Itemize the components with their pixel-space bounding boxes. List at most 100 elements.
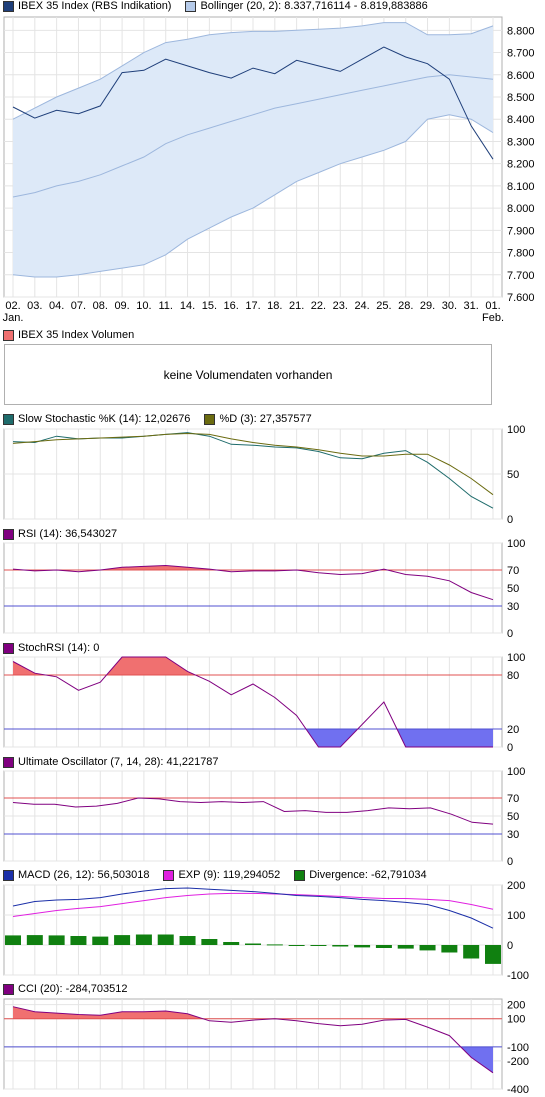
price-xtick-label: 18.: [267, 300, 282, 312]
macd-ytick-label: -100: [507, 970, 529, 982]
macd-ytick-label: 100: [507, 910, 525, 922]
stoch-ytick-label: 0: [507, 514, 513, 526]
uo-ytick-label: 100: [507, 766, 525, 778]
rsi-ytick-label: 100: [507, 538, 525, 550]
stochrsi-legend: StochRSI (14): 0: [3, 641, 113, 655]
cci-legend-swatch: [3, 983, 14, 995]
bollinger-band: [13, 22, 493, 277]
macd-legend-item: Divergence: -62,791034: [294, 869, 427, 881]
price-xtick-label: 22.: [311, 300, 326, 312]
divergence-bar: [179, 936, 196, 945]
price-xtick-label: 11.: [158, 300, 172, 312]
divergence-bar: [48, 935, 65, 945]
rsi-legend-item: RSI (14): 36,543027: [3, 528, 117, 540]
divergence-bar: [70, 936, 87, 945]
price-ytick-label: 8.700: [507, 48, 535, 60]
price-ytick-label: 7.900: [507, 225, 535, 237]
cci-ytick-label: 100: [507, 1014, 525, 1026]
exp-line: [12, 892, 494, 917]
stochrsi-legend-label: StochRSI (14): 0: [18, 642, 100, 654]
cci-ytick-label: 200: [507, 1000, 525, 1012]
rsi-ytick-label: 30: [507, 601, 519, 613]
cci-legend: CCI (20): -284,703512: [3, 982, 141, 996]
price-xtick-label: 24.: [354, 300, 369, 312]
price-ytick-label: 8.800: [507, 25, 535, 37]
bollinger-lower-line: [12, 114, 494, 278]
uo-legend-item: Ultimate Oscillator (7, 14, 28): 41,2217…: [3, 756, 219, 768]
divergence-bar: [419, 945, 436, 951]
price-legend-swatch: [185, 0, 197, 12]
divergence-bar: [332, 945, 349, 947]
divergence-bar: [135, 934, 152, 945]
rsi-legend: RSI (14): 36,543027: [3, 527, 131, 541]
price-xtick-label: 31.: [464, 300, 479, 312]
macd-legend-label: MACD (26, 12): 56,503018: [18, 869, 150, 881]
uo-series-line-0: [12, 797, 494, 825]
rsi-ytick-label: 70: [507, 565, 519, 577]
price-xtick-label: 07.: [71, 300, 86, 312]
price-xtick-label: 09.: [114, 300, 129, 312]
cci-legend-label: CCI (20): -284,703512: [18, 983, 128, 995]
price-legend-item: IBEX 35 Index (RBS Indikation): [3, 0, 171, 12]
divergence-bar: [288, 945, 305, 946]
stochrsi-ytick-label: 80: [507, 670, 519, 682]
cci-legend-item: CCI (20): -284,703512: [3, 983, 127, 995]
divergence-bar: [485, 945, 501, 964]
divergence-bar: [354, 945, 371, 948]
macd-legend-label: Divergence: -62,791034: [309, 869, 427, 881]
macd-ytick-label: 0: [507, 940, 513, 952]
volume-legend: IBEX 35 Index Volumen: [3, 328, 148, 342]
rsi-series-line-0: [12, 564, 494, 601]
price-xtick-label: 16.: [224, 300, 239, 312]
volume-legend-item: IBEX 35 Index Volumen: [3, 329, 134, 341]
divergence-bar: [114, 935, 131, 945]
price-ytick-label: 8.400: [507, 114, 535, 126]
price-xtick-sublabel: Feb.: [482, 312, 504, 324]
rsi-ytick-label: 50: [507, 583, 519, 595]
cci-ytick-label: -100: [507, 1042, 529, 1054]
macd-legend-label: EXP (9): 119,294052: [178, 869, 281, 881]
uo-ytick-label: 70: [507, 793, 519, 805]
stoch-legend-swatch: [204, 413, 216, 425]
stoch-legend-item: %D (3): 27,357577: [204, 413, 312, 425]
stochrsi-ytick-label: 100: [507, 652, 525, 664]
stochrsi-oversold-fill: [13, 729, 493, 747]
divergence-bar: [441, 945, 458, 953]
macd-line: [12, 887, 494, 929]
price-xtick-label: 29.: [420, 300, 435, 312]
macd-legend-swatch: [163, 869, 175, 881]
stoch-series-line-1: [12, 432, 494, 496]
price-xtick-label: 25.: [376, 300, 391, 312]
macd-legend-item: MACD (26, 12): 56,503018: [3, 869, 149, 881]
price-legend-label: IBEX 35 Index (RBS Indikation): [18, 0, 172, 12]
price-xtick-sublabel: Jan.: [3, 312, 24, 324]
price-ytick-label: 8.600: [507, 70, 535, 82]
volume-legend-label: IBEX 35 Index Volumen: [18, 329, 135, 341]
macd-legend-item: EXP (9): 119,294052: [163, 869, 280, 881]
price-ytick-label: 8.100: [507, 181, 535, 193]
uo-legend-swatch: [3, 756, 14, 768]
bollinger-middle-line: [12, 74, 494, 198]
divergence-bar: [92, 936, 109, 945]
stochrsi-legend-swatch: [3, 642, 14, 654]
price-ytick-label: 7.600: [507, 292, 535, 304]
price-xtick-label: 03.: [27, 300, 42, 312]
cci-series-line-0: [12, 1006, 494, 1074]
price-xtick-label: 30.: [442, 300, 457, 312]
uo-ytick-label: 50: [507, 811, 519, 823]
volume-empty-message: keine Volumendaten vorhanden: [4, 344, 492, 405]
stoch-legend-swatch: [3, 413, 14, 425]
rsi-overbought-fill: [13, 565, 493, 570]
divergence-bar: [463, 945, 480, 959]
stoch-ytick-label: 50: [507, 469, 519, 481]
price-ytick-label: 7.800: [507, 248, 535, 260]
macd-ytick-label: 200: [507, 880, 525, 892]
macd-legend: MACD (26, 12): 56,503018 EXP (9): 119,294…: [3, 868, 441, 882]
rsi-legend-label: RSI (14): 36,543027: [18, 528, 118, 540]
cci-overbought-fill: [13, 1006, 493, 1019]
divergence-bar: [310, 945, 327, 946]
uo-legend: Ultimate Oscillator (7, 14, 28): 41,2217…: [3, 755, 233, 769]
uo-ytick-label: 30: [507, 829, 519, 841]
price-xtick-label: 23.: [333, 300, 348, 312]
